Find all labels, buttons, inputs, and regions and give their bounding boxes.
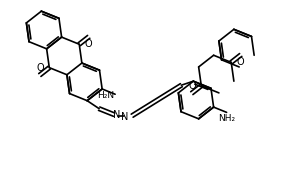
Text: O: O <box>237 57 245 67</box>
Text: N: N <box>114 110 121 120</box>
Text: NH₂: NH₂ <box>218 114 235 123</box>
Text: O: O <box>188 81 196 91</box>
Text: O: O <box>36 63 44 73</box>
Text: O: O <box>85 39 92 49</box>
Text: H₂N: H₂N <box>97 91 114 100</box>
Text: N: N <box>122 112 129 122</box>
